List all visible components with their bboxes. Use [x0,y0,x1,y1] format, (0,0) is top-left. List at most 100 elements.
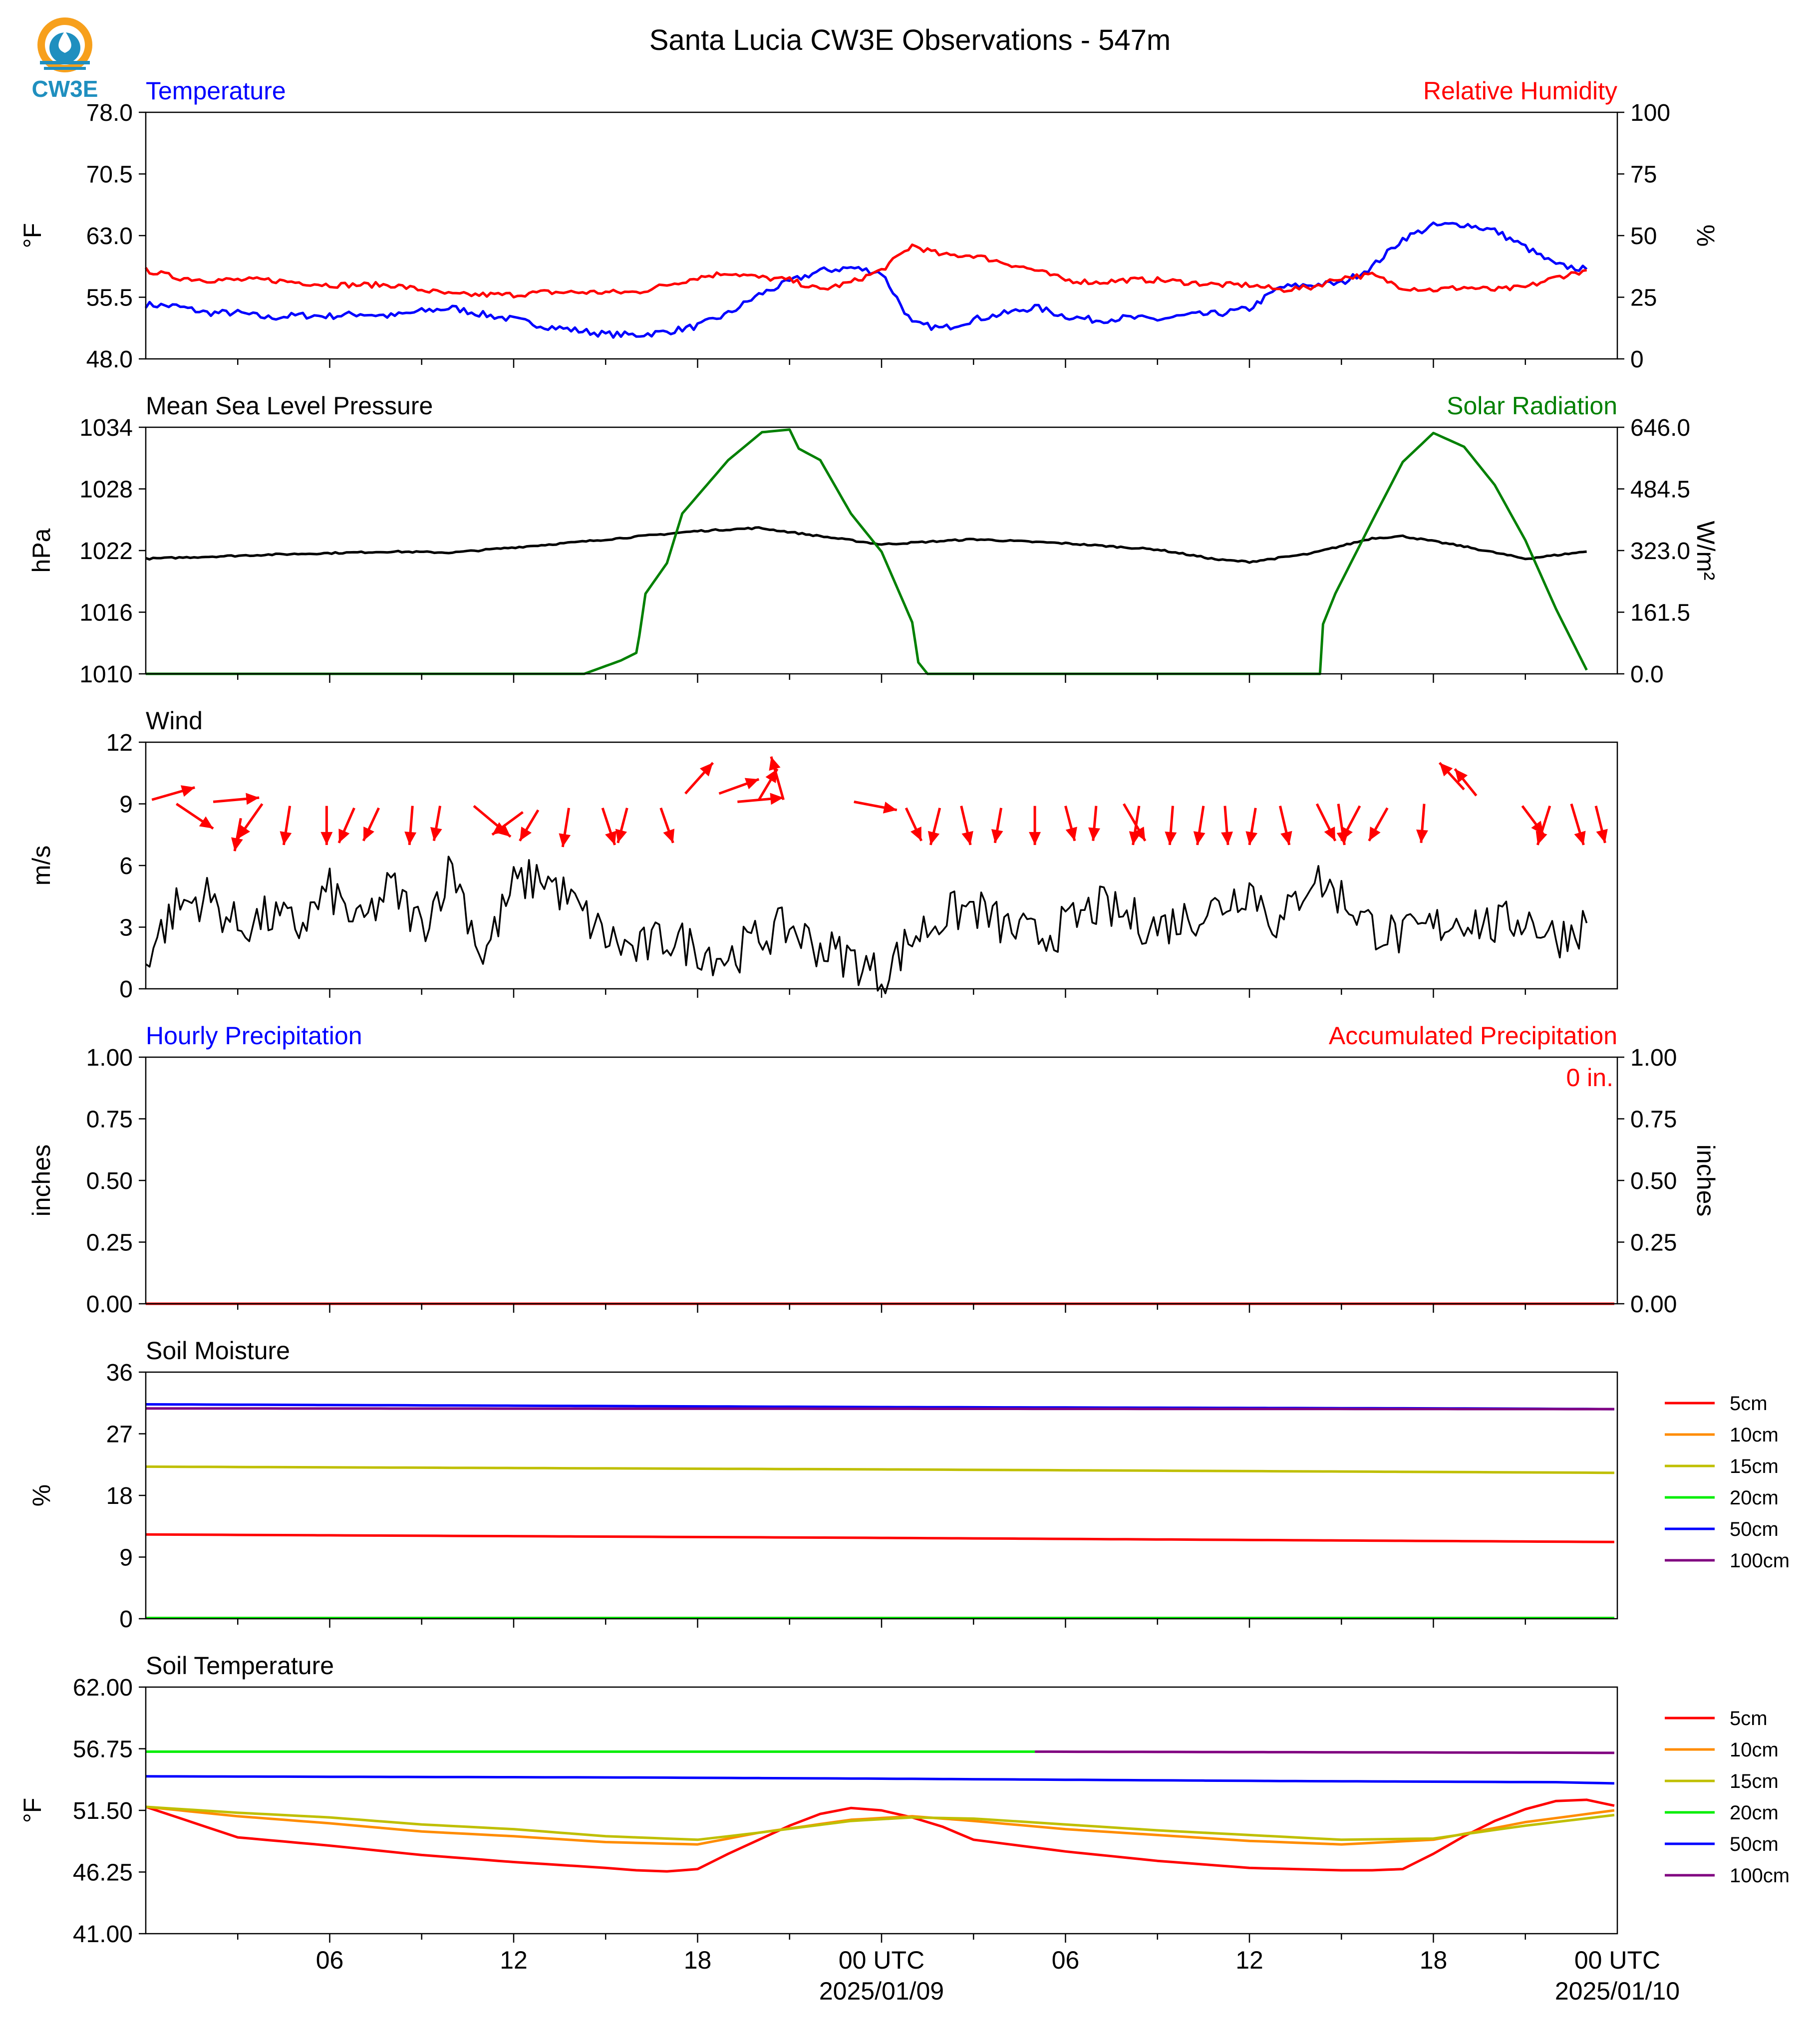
y-axis-label-right: W/m² [1692,521,1720,580]
series-line-15cm [145,1805,1615,1841]
x-tick-label: 12 [1235,1946,1263,1974]
wind-arrow [684,762,714,795]
wind-arrow [1088,806,1101,841]
wind-arrow [758,768,779,801]
wind-arrow-head [180,785,195,797]
panel-3: 0.00 0.25 0.50 0.75 1.00 0.00 0.25 0.50 0.75 1.00… [27,1022,1720,1318]
y-tick-label-left: 1022 [79,538,133,565]
wind-arrow [519,809,540,842]
y-tick-label-right: 484.5 [1630,477,1690,503]
y-tick-label-left: 56.75 [73,1737,133,1763]
y-tick-label-right: 323.0 [1630,538,1690,565]
series-line-temperature [144,221,1588,339]
wind-arrow [1570,803,1586,846]
y-axis-label-left: inches [27,1145,55,1217]
wind-arrow-head [1065,827,1077,841]
series-line-50cm [145,1775,1614,1785]
panels: 48.0 55.5 63.0 70.5 78.0 0 25 50 75 100 Temperatur… [18,77,1790,1948]
wind-arrow-head [492,822,507,835]
wind-arrow-head [699,763,713,777]
wind-arrow [1315,803,1337,842]
wind-arrow [559,808,571,848]
wind-arrow-head [231,837,243,852]
y-axis-label-left: % [27,1484,55,1506]
legend-label-100cm: 100cm [1730,1550,1790,1572]
wind-arrow [718,778,760,795]
wind-arrow-head [246,793,260,805]
x-axis: 06 12 18 00 UTC 06 12 18 00 UTC 2025/01/09 2025/0… [316,1946,1680,2005]
x-tick-label: 12 [500,1946,528,1974]
y-tick-label-left: 1010 [79,661,133,688]
panel-1: 1010 1016 1022 1028 1034 0.0 161.5 323.0 484.5 64… [27,392,1720,688]
panel-5: 41.00 46.25 51.50 56.75 62.00 Soil Temperatur… [18,1652,1790,1948]
wind-arrow-head [1596,829,1608,843]
y-tick-label-left: 51.50 [73,1798,133,1824]
wind-arrow-head [520,827,532,841]
wind-arrow [991,808,1003,844]
y-tick-label-left: 12 [106,730,133,756]
wind-arrow [362,807,380,842]
accumulated-total-label: 0 in. [1566,1064,1613,1092]
wind-arrow [1340,805,1361,842]
x-date-label: 2025/01/10 [1555,1977,1680,2005]
plot-frame [145,741,1618,990]
x-tick-label: 00 UTC [839,1946,924,1974]
y-tick-label-left: 41.00 [73,1921,133,1948]
y-tick-label-left: 0.50 [86,1168,133,1194]
wind-arrow [176,803,214,830]
wind-arrow [1594,806,1608,844]
wind-arrow [337,807,355,844]
wind-arrow-head [1439,763,1453,777]
wind-arrow-head [1088,827,1101,841]
y-axis-label-left: hPa [27,528,55,573]
wind-arrow-head [961,831,973,845]
wind-arrow [1129,806,1141,846]
wind-arrow [615,808,628,844]
plot-frame [145,1056,1618,1305]
wind-arrow-head [1574,831,1586,845]
legend-label-20cm: 20cm [1730,1802,1779,1824]
wind-arrow [280,806,292,846]
wind-arrow-head [605,831,616,845]
panel-title-left: Soil Temperature [146,1652,334,1680]
wind-arrow-head [1455,769,1468,783]
series-line-wind [145,856,1588,994]
panel-title-left: Mean Sea Level Pressure [146,392,433,420]
panel-title-left: Wind [146,707,203,735]
wind-arrow-head [1193,831,1206,845]
panel-0: 48.0 55.5 63.0 70.5 78.0 0 25 50 75 100 Temperatur… [18,77,1720,373]
wind-arrow [1454,768,1478,797]
legend-label-5cm: 5cm [1730,1708,1768,1730]
wind-arrow-head [320,832,333,845]
legend-label-15cm: 15cm [1730,1770,1779,1792]
wind-arrow [151,785,195,801]
wind-arrow [854,800,898,814]
panel-4: 0 9 18 27 36 Soil Moisture% 5cm 10cm 15cm 20cm 50c… [27,1337,1790,1633]
y-tick-label-right: 0 [1630,346,1644,373]
wind-arrow-head [1165,831,1177,845]
wind-arrow [1165,806,1177,846]
wind-arrow-head [238,825,251,839]
wind-arrow-head [1369,827,1381,841]
wind-arrow [927,808,941,846]
y-tick-label-right: 0.00 [1630,1291,1677,1318]
legend-label-100cm: 100cm [1730,1865,1790,1887]
y-tick-label-right: 1.00 [1630,1045,1677,1071]
y-tick-label-left: 0.75 [86,1107,133,1133]
x-tick-label: 06 [1052,1946,1080,1974]
logo-text: CW3E [32,76,98,102]
y-tick-label-left: 36 [106,1360,133,1386]
y-axis-label-right: inches [1692,1145,1720,1217]
y-tick-label-left: 6 [119,853,133,879]
wind-arrow-head [430,827,442,841]
wind-arrow [430,806,442,842]
wind-arrow [659,807,675,844]
wind-arrow-head [199,816,214,829]
wind-arrow [1029,806,1041,845]
wind-arrow [1368,807,1389,842]
wind-arrow [1221,806,1233,846]
y-axis-label-left: °F [18,223,46,249]
x-tick-label: 18 [684,1946,712,1974]
wind-arrow-head [280,831,292,845]
x-tick-label: 06 [316,1946,344,1974]
